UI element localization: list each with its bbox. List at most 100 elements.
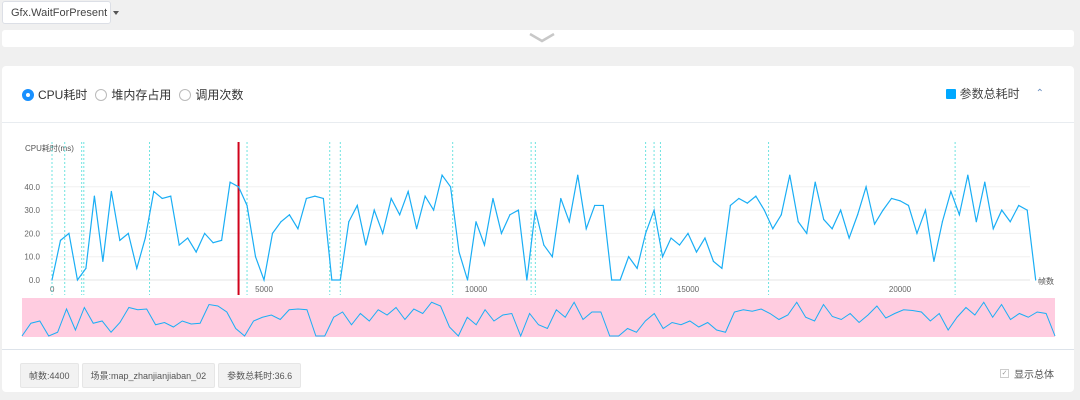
data-point	[814, 181, 816, 183]
data-point	[68, 232, 70, 234]
chart-card: CPU耗时 堆内存占用 调用次数 参数总耗时 ⌃ 帧数:4400 场景:map_z…	[2, 66, 1074, 392]
y-tick-label: 20.0	[24, 229, 40, 238]
radio-unchecked-icon[interactable]	[179, 88, 192, 101]
data-point	[941, 221, 944, 223]
radio-heap-memory[interactable]: 堆内存占用	[95, 86, 171, 103]
data-point	[695, 251, 698, 253]
data-point	[492, 197, 494, 200]
data-point	[509, 214, 511, 216]
data-point	[721, 267, 723, 269]
x-tick-label: 0	[50, 285, 55, 294]
data-point	[712, 260, 715, 262]
data-point	[645, 232, 647, 234]
show-total-checkbox[interactable]: ✓ 显示总体	[1000, 366, 1054, 381]
data-point	[59, 239, 62, 241]
data-point	[602, 204, 604, 207]
data-point	[424, 195, 426, 197]
data-point	[348, 221, 350, 223]
data-point	[678, 244, 681, 246]
data-point	[950, 190, 952, 193]
radio-checked-icon[interactable]	[22, 88, 34, 101]
data-point	[560, 197, 562, 200]
brush-mini-series	[21, 301, 1056, 338]
scene-tag: 场景:map_zhanjianjiaban_02	[81, 363, 216, 388]
data-point	[1009, 221, 1011, 223]
data-point	[890, 197, 893, 200]
data-point	[1018, 204, 1020, 207]
cpu-time-chart[interactable]: CPU耗时(ms) 帧数 0.0 10.0 20.0 30.0 40.0 0 5000 100…	[0, 130, 1080, 340]
x-tick-label: 15000	[677, 285, 700, 294]
data-point	[653, 209, 655, 211]
radio-unchecked-icon[interactable]	[95, 88, 108, 101]
data-point	[204, 232, 206, 234]
data-point	[136, 267, 138, 269]
data-point	[1001, 209, 1003, 211]
data-point	[729, 204, 732, 207]
data-point	[611, 279, 613, 281]
data-point	[661, 256, 664, 258]
legend-item[interactable]: 参数总耗时 ⌃	[945, 85, 1044, 102]
data-point	[119, 239, 121, 241]
data-point	[237, 186, 240, 188]
data-point	[916, 232, 918, 234]
data-point	[93, 195, 95, 197]
data-point	[848, 237, 850, 239]
radio-label: 堆内存占用	[111, 88, 172, 102]
data-point	[331, 279, 333, 281]
data-point	[882, 209, 884, 211]
data-point	[746, 202, 748, 204]
data-point	[356, 204, 358, 207]
x-tick-label: 20000	[889, 285, 912, 294]
data-point	[161, 197, 163, 200]
data-point	[534, 209, 536, 211]
x-axis-label: 帧数	[1038, 276, 1054, 286]
data-point	[314, 195, 316, 197]
frame-tag: 帧数:4400	[20, 363, 79, 388]
data-point	[526, 279, 528, 281]
caret-down-icon	[113, 10, 120, 15]
legend-swatch	[945, 88, 956, 99]
data-point	[551, 256, 553, 258]
data-point	[840, 209, 842, 211]
series-line	[51, 173, 1037, 283]
function-dropdown-value: Gfx.WaitForPresent	[11, 6, 108, 19]
checkbox-checked-icon[interactable]: ✓	[1000, 369, 1009, 378]
data-point	[170, 195, 172, 197]
data-point	[483, 244, 486, 246]
data-point	[85, 267, 87, 269]
data-point	[831, 228, 833, 230]
y-tick-label: 40.0	[24, 183, 40, 192]
data-point	[390, 197, 392, 200]
data-point	[619, 279, 621, 281]
data-point	[449, 186, 452, 188]
function-dropdown[interactable]: Gfx.WaitForPresent	[2, 1, 120, 24]
data-point	[339, 279, 341, 281]
data-point	[280, 221, 282, 223]
radio-call-count[interactable]: 调用次数	[179, 86, 243, 103]
data-point	[110, 190, 112, 193]
data-point	[1035, 279, 1037, 281]
data-point	[102, 260, 104, 262]
chevron-up-icon[interactable]: ⌃	[1035, 88, 1044, 99]
data-point	[992, 228, 994, 230]
brush-background[interactable]	[22, 298, 1055, 337]
info-tags: 帧数:4400 场景:map_zhanjianjiaban_02 参数总耗时:3…	[20, 363, 302, 388]
data-point	[127, 232, 129, 234]
chevron-down-icon[interactable]	[529, 33, 555, 43]
divider	[2, 349, 1074, 350]
radio-cpu-time[interactable]: CPU耗时	[22, 86, 87, 103]
data-point	[322, 197, 324, 200]
data-point	[823, 218, 825, 221]
data-point	[153, 190, 155, 193]
data-point	[780, 214, 782, 216]
data-point	[305, 197, 307, 200]
data-point	[958, 214, 960, 216]
data-point	[687, 232, 689, 234]
show-total-label: 显示总体	[1014, 370, 1054, 381]
data-point	[254, 256, 257, 258]
data-point	[594, 204, 596, 207]
data-point	[628, 256, 630, 258]
y-tick-label: 10.0	[24, 253, 40, 262]
x-tick-label: 10000	[465, 285, 488, 294]
data-point	[670, 237, 672, 239]
